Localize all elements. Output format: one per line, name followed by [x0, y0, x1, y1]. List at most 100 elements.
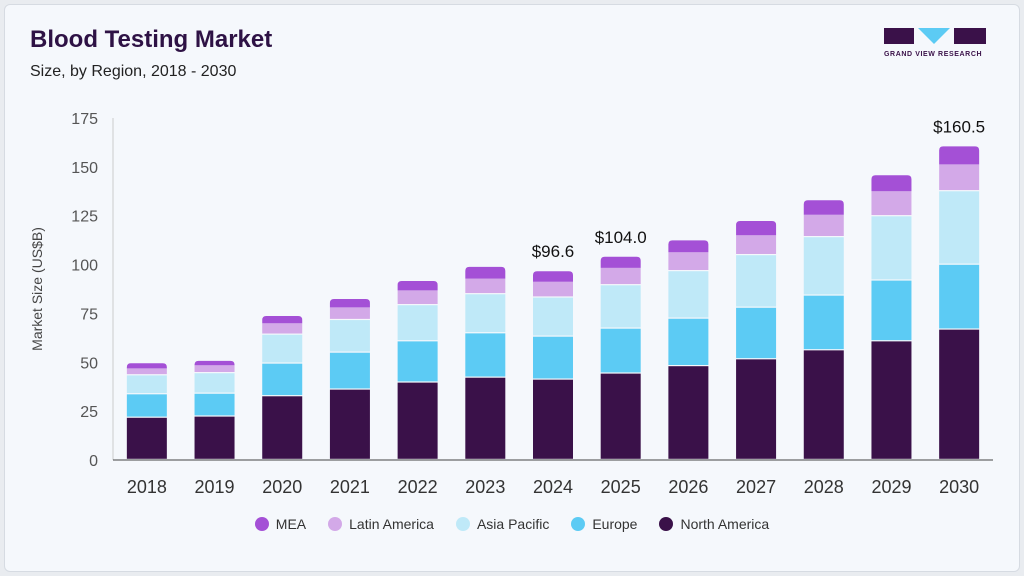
x-tick-label: 2021 [330, 477, 370, 497]
bar-segment-north-america [397, 382, 438, 459]
x-tick-label: 2023 [465, 477, 505, 497]
bar-segment-asia-pacific [397, 305, 438, 341]
bar-segment-europe [126, 394, 167, 417]
page-title: Blood Testing Market [30, 26, 273, 53]
bar-segment-asia-pacific [465, 294, 506, 333]
legend-swatch [328, 517, 343, 531]
bar-segment-europe [939, 264, 980, 329]
page-subtitle: Size, by Region, 2018 - 2030 [30, 63, 237, 80]
y-tick-label: 50 [80, 355, 98, 372]
chart-card [4, 4, 1020, 572]
y-tick-label: 0 [89, 453, 98, 470]
bar-segment-mea [533, 271, 573, 282]
legend-item-latin-america[interactable]: Latin America [328, 516, 434, 532]
bar-segment-latin-america [736, 235, 777, 254]
bar-segment-europe [871, 280, 912, 341]
bar-segment-mea [329, 298, 370, 308]
x-tick-label: 2028 [804, 477, 844, 497]
bar-segment-latin-america [939, 164, 980, 191]
legend-label: North America [680, 516, 770, 532]
x-tick-label: 2020 [262, 477, 302, 497]
bar-segment-asia-pacific [668, 271, 709, 318]
bar-segment-europe [397, 341, 438, 382]
bar-segment-latin-america [329, 307, 370, 319]
y-tick-label: 175 [71, 111, 98, 128]
bar-segment-mea [939, 146, 980, 165]
legend-item-north-america[interactable]: North America [659, 516, 769, 532]
bar-segment-mea [871, 175, 912, 192]
bar-segment-north-america [126, 417, 167, 459]
x-tick-label: 2025 [601, 477, 641, 497]
bar-segment-north-america [668, 366, 709, 459]
bar-segment-mea [126, 363, 167, 369]
bar-segment-asia-pacific [600, 285, 641, 328]
x-tick-label: 2024 [533, 477, 573, 497]
bar-segment-north-america [329, 389, 370, 459]
x-tick-label: 2018 [127, 477, 167, 497]
legend-swatch [659, 517, 674, 531]
bar-segment-asia-pacific [533, 297, 573, 336]
data-label: $104.0 [595, 228, 647, 247]
y-axis-label: Market Size (US$B) [29, 227, 45, 351]
bar-segment-latin-america [668, 252, 709, 271]
bar-segment-europe [194, 393, 235, 416]
bar-segment-mea [262, 315, 303, 324]
bar-segment-asia-pacific [329, 320, 370, 352]
y-tick-label: 100 [71, 258, 98, 275]
bar-segment-north-america [465, 377, 506, 459]
bar-segment-mea [465, 266, 506, 279]
bar-segment-mea [803, 200, 844, 215]
legend-swatch [455, 517, 470, 531]
bar-segment-latin-america [262, 323, 303, 334]
data-label: $96.6 [532, 242, 575, 261]
bar-segment-europe [533, 336, 573, 379]
bar-segment-north-america [194, 416, 235, 459]
bar-segment-europe [803, 295, 844, 350]
legend-item-europe[interactable]: Europe [571, 516, 637, 532]
bar-segment-mea [397, 280, 438, 291]
bar-segment-latin-america [465, 278, 506, 294]
bar-segment-north-america [871, 341, 912, 459]
bar-segment-mea [668, 240, 709, 253]
bar-segment-north-america [600, 373, 641, 459]
bar-segment-asia-pacific [262, 334, 303, 363]
bar-segment-latin-america [533, 281, 573, 297]
bar-segment-mea [194, 360, 235, 366]
bar-segment-europe [600, 328, 641, 373]
bar-segment-latin-america [126, 368, 167, 375]
legend-swatch [254, 517, 269, 531]
logo-text: GRAND VIEW RESEARCH [884, 51, 983, 58]
bar-segment-asia-pacific [803, 237, 844, 295]
bar-segment-north-america [803, 350, 844, 459]
bar-segment-latin-america [600, 267, 641, 285]
x-tick-label: 2030 [939, 477, 979, 497]
x-tick-label: 2027 [736, 477, 776, 497]
bar-segment-europe [465, 333, 506, 377]
legend-label: Europe [592, 516, 638, 532]
y-tick-label: 125 [71, 209, 98, 226]
y-tick-label: 75 [80, 306, 98, 323]
y-tick-label: 25 [80, 404, 98, 421]
data-label: $160.5 [933, 117, 985, 136]
legend-label: Latin America [349, 516, 434, 532]
x-tick-label: 2019 [195, 477, 235, 497]
bar-segment-europe [329, 352, 370, 389]
bar-segment-mea [600, 256, 641, 268]
x-tick-label: 2022 [398, 477, 438, 497]
x-tick-label: 2029 [871, 477, 911, 497]
bar-segment-europe [262, 363, 303, 396]
bar-segment-asia-pacific [126, 375, 167, 394]
legend-item-asia-pacific[interactable]: Asia Pacific [455, 516, 550, 532]
bar-segment-asia-pacific [194, 373, 235, 393]
bar-segment-north-america [939, 329, 980, 459]
bar-segment-north-america [533, 379, 573, 459]
bar-segment-north-america [262, 396, 303, 459]
legend-item-mea[interactable]: MEA [254, 516, 307, 532]
legend-swatch [571, 517, 586, 531]
bar-segment-latin-america [803, 214, 844, 237]
legend-label: MEA [275, 516, 307, 532]
bar-segment-latin-america [397, 290, 438, 305]
bar-segment-europe [668, 318, 709, 365]
legend-label: Asia Pacific [476, 516, 550, 532]
